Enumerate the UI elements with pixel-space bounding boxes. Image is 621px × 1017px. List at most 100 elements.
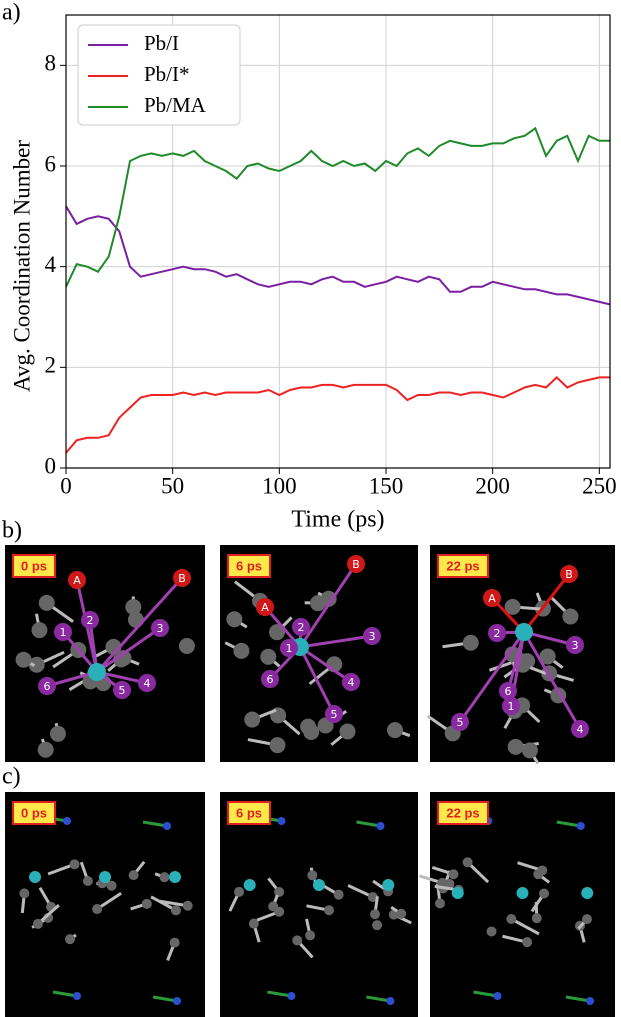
- atom-label: 2: [494, 627, 501, 640]
- y-axis-label: Avg. Coordination Number: [9, 140, 34, 392]
- pb-atom: [99, 871, 111, 883]
- atom-marker: [483, 589, 501, 607]
- atom: [244, 711, 261, 728]
- atom-marker: [173, 569, 191, 587]
- time-label: 6 ps: [236, 805, 262, 820]
- time-label: 22 ps: [446, 558, 479, 573]
- atom: [504, 598, 521, 615]
- plot-frame: [65, 14, 611, 469]
- atom-marker: [54, 623, 72, 641]
- ma-n: [586, 997, 594, 1005]
- atom: [49, 725, 66, 742]
- atom: [169, 937, 180, 948]
- ma-bond: [52, 990, 78, 998]
- atom: [170, 905, 181, 916]
- bond: [299, 634, 373, 649]
- ma-n: [576, 822, 585, 830]
- y-tick-label: 2: [45, 353, 57, 378]
- atom: [127, 611, 144, 628]
- bond: [298, 646, 336, 715]
- atom: [367, 892, 378, 903]
- legend-box: [77, 24, 241, 126]
- atom-marker: [138, 674, 156, 692]
- time-badge: [227, 801, 271, 825]
- atom-marker: [363, 627, 381, 645]
- atom: [38, 594, 55, 611]
- pb-atom: [382, 879, 395, 891]
- atom: [82, 875, 93, 886]
- atom: [507, 738, 524, 755]
- atom-marker: [342, 673, 360, 691]
- atom: [115, 650, 132, 667]
- atom: [248, 918, 259, 929]
- snapshot: [5, 545, 205, 762]
- structure: [15, 576, 195, 758]
- atom: [533, 869, 544, 880]
- time-badge: [12, 801, 56, 825]
- atom-label: 1: [286, 642, 293, 655]
- x-tick-label: 100: [262, 473, 297, 498]
- atom-label: 6: [44, 680, 51, 693]
- atom-label: B: [178, 572, 186, 585]
- data-line: [65, 376, 610, 454]
- atom-label: A: [261, 601, 269, 614]
- bond: [298, 563, 358, 648]
- atom-marker: [280, 639, 298, 657]
- atom-marker: [261, 670, 279, 688]
- x-axis-label: Time (ps): [291, 507, 384, 533]
- pb-atom: [29, 871, 41, 883]
- ma-bond: [565, 995, 591, 1003]
- atom: [506, 913, 517, 924]
- atom: [539, 888, 550, 899]
- atom: [31, 622, 48, 639]
- atom: [269, 624, 286, 641]
- atom: [182, 900, 193, 911]
- atom-marker: [68, 571, 86, 589]
- ma-bond: [356, 820, 381, 828]
- ma-n: [277, 817, 286, 825]
- pb-atom: [243, 879, 256, 891]
- atom: [396, 908, 407, 919]
- atom: [233, 642, 250, 659]
- pb-atom: [581, 887, 594, 899]
- atom-label: 3: [157, 622, 164, 635]
- atom-label: 6: [267, 673, 274, 686]
- legend-label: Pb/MA: [144, 93, 207, 117]
- atom-label: 2: [298, 621, 305, 634]
- atom: [339, 723, 356, 740]
- atom-label: 3: [369, 630, 376, 643]
- x-tick-label: 50: [161, 473, 184, 498]
- atom: [270, 707, 287, 724]
- ma-n: [386, 997, 395, 1005]
- atom: [28, 656, 45, 673]
- y-tick-label: 4: [45, 252, 57, 277]
- atom: [32, 918, 43, 929]
- atom: [234, 886, 245, 897]
- ma-n: [173, 997, 181, 1005]
- y-tick-label: 0: [45, 453, 57, 478]
- ma-n: [376, 822, 385, 830]
- legend-label: Pb/I: [144, 31, 179, 55]
- atom-label: 6: [505, 685, 512, 698]
- atom: [435, 898, 446, 909]
- atom-marker: [488, 624, 506, 642]
- atom: [92, 904, 103, 915]
- panel-label: c): [2, 764, 21, 790]
- bond: [522, 631, 582, 730]
- atom-marker: [256, 598, 274, 616]
- atom-marker: [325, 705, 343, 723]
- bond: [522, 573, 571, 633]
- atom: [462, 634, 479, 651]
- ma-bond: [267, 990, 292, 998]
- atom-label: 1: [60, 626, 67, 639]
- atom: [15, 651, 32, 668]
- atom-marker: [566, 636, 584, 654]
- atom-label: 2: [87, 614, 94, 627]
- structure: [224, 563, 411, 754]
- time-badge: [437, 801, 489, 825]
- atom-label: 5: [331, 708, 338, 721]
- y-tick-label: 6: [45, 151, 57, 176]
- bond: [96, 626, 161, 674]
- atom-marker: [151, 619, 169, 637]
